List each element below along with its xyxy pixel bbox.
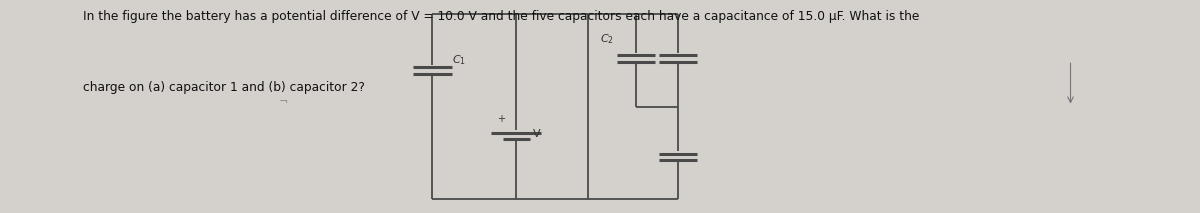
Text: charge on (a) capacitor 1 and (b) capacitor 2?: charge on (a) capacitor 1 and (b) capaci… — [83, 81, 365, 94]
Text: $\neg$: $\neg$ — [277, 95, 288, 105]
Text: +: + — [497, 114, 505, 124]
Text: In the figure the battery has a potential difference of V = 10.0 V and the five : In the figure the battery has a potentia… — [83, 10, 919, 23]
Text: $C_2$: $C_2$ — [600, 32, 614, 46]
Text: $C_1$: $C_1$ — [451, 53, 466, 66]
Text: V: V — [533, 129, 540, 139]
